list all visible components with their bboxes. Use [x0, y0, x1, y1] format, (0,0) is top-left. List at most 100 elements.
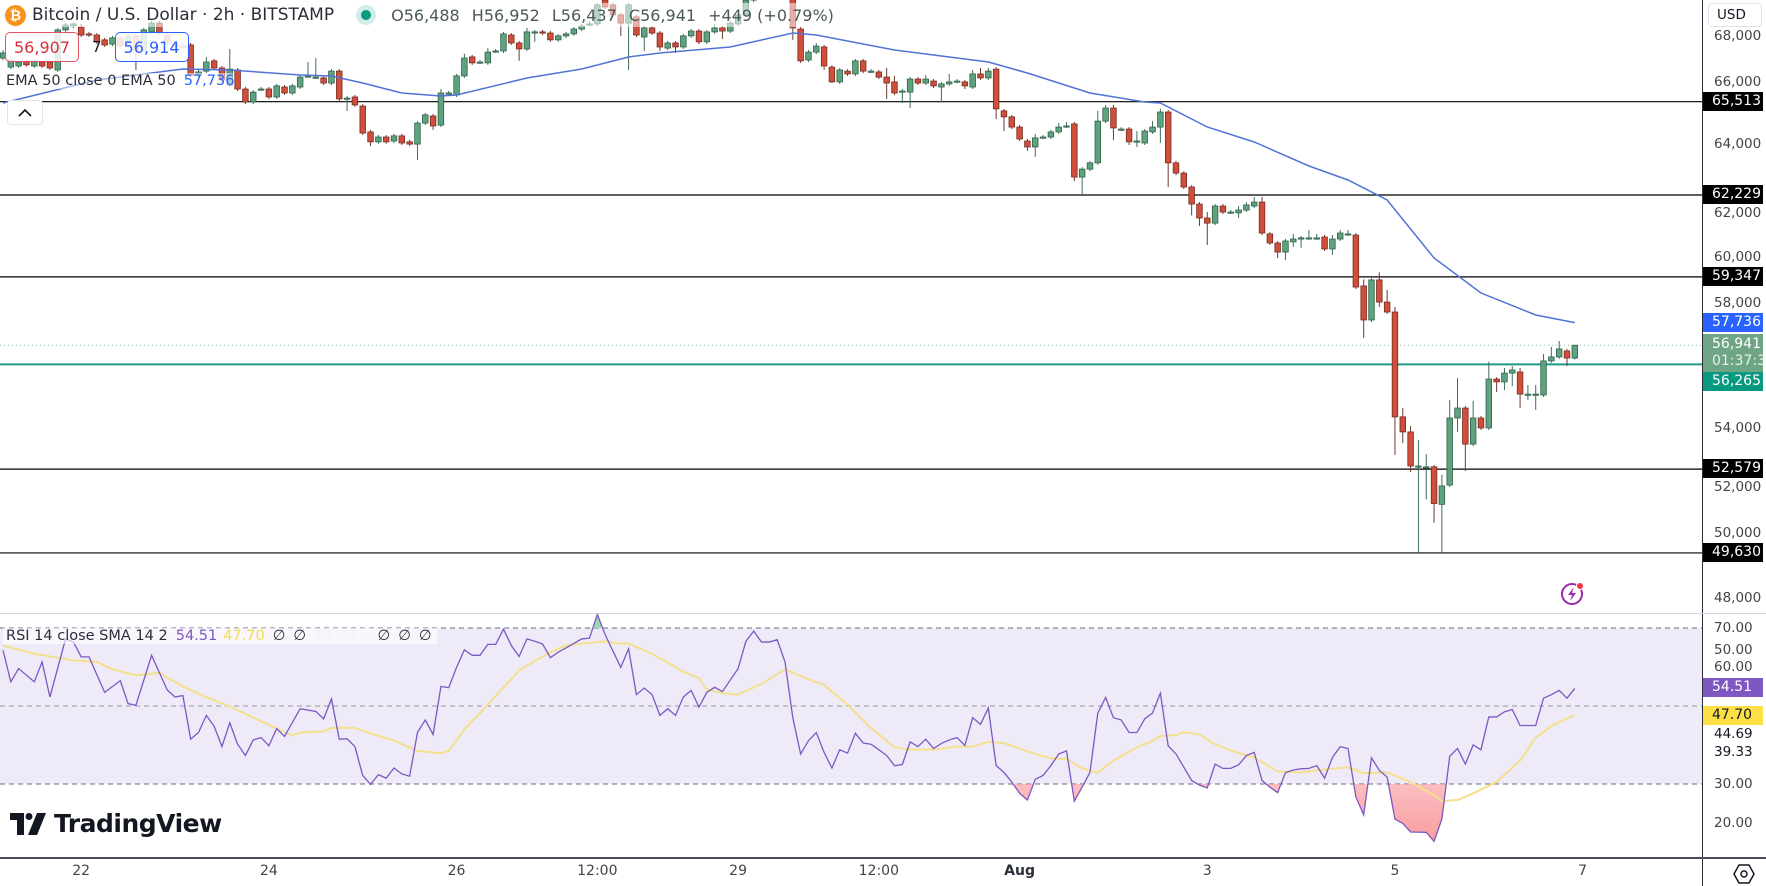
candle[interactable] [429, 114, 437, 130]
candle[interactable] [969, 69, 976, 90]
symbol-title[interactable]: Bitcoin / U.S. Dollar · 2h · BITSTAMP [32, 5, 335, 25]
candle[interactable] [1118, 127, 1125, 132]
candle[interactable] [1164, 110, 1172, 188]
candle[interactable] [547, 31, 554, 42]
candle[interactable] [703, 29, 710, 45]
candle[interactable] [1407, 425, 1414, 472]
candle[interactable] [1391, 306, 1399, 455]
candle[interactable] [406, 139, 413, 146]
candle[interactable] [382, 135, 390, 144]
hexagon-gear-icon[interactable] [1733, 864, 1755, 884]
candle[interactable] [1493, 377, 1500, 393]
candle[interactable] [1376, 272, 1383, 307]
candle[interactable] [1540, 354, 1547, 397]
candle[interactable] [1430, 464, 1438, 523]
candle[interactable] [1313, 233, 1320, 240]
candle[interactable] [875, 69, 883, 80]
candle[interactable] [852, 58, 859, 76]
candle[interactable] [1125, 127, 1133, 145]
candle[interactable] [375, 135, 382, 144]
candle[interactable] [813, 42, 820, 55]
rsi-pane[interactable] [0, 614, 1702, 843]
candle[interactable] [750, 0, 757, 3]
candle[interactable] [101, 37, 108, 47]
tradingview-logo[interactable]: TradingView [10, 809, 222, 838]
candle[interactable] [476, 60, 484, 65]
candle[interactable] [1571, 344, 1579, 360]
candle[interactable] [906, 77, 914, 109]
candle[interactable] [992, 67, 1000, 120]
candle[interactable] [210, 58, 218, 70]
candle[interactable] [1548, 346, 1555, 363]
candle[interactable] [187, 42, 194, 78]
candle[interactable] [977, 67, 984, 80]
candle[interactable] [1352, 233, 1360, 290]
candle[interactable] [1086, 161, 1094, 172]
candle[interactable] [1032, 133, 1039, 157]
candle[interactable] [85, 31, 93, 38]
candle[interactable] [641, 25, 648, 51]
candle[interactable] [1485, 361, 1492, 430]
candle[interactable] [914, 77, 922, 86]
candle[interactable] [1266, 231, 1274, 245]
price-pane[interactable] [0, 0, 1702, 554]
candle[interactable] [1297, 235, 1305, 248]
candle[interactable] [539, 29, 546, 36]
candle[interactable] [1509, 365, 1516, 387]
candle[interactable] [1368, 278, 1375, 322]
candle[interactable] [883, 67, 890, 99]
candle[interactable] [1211, 204, 1219, 226]
candle[interactable] [468, 54, 476, 65]
candle[interactable] [265, 87, 273, 99]
candle[interactable] [1438, 474, 1446, 553]
buy-button[interactable]: 56,914 [114, 32, 189, 62]
candle[interactable] [1329, 235, 1336, 255]
candle[interactable] [320, 75, 327, 86]
candle[interactable] [461, 53, 468, 78]
candle[interactable] [867, 69, 875, 74]
candle[interactable] [985, 67, 992, 80]
ema-50-line[interactable] [2, 32, 1575, 324]
candle[interactable] [1243, 202, 1250, 213]
candle[interactable] [820, 44, 828, 70]
candle[interactable] [1524, 385, 1532, 401]
candle[interactable] [1337, 229, 1344, 241]
candle[interactable] [961, 79, 969, 90]
candle[interactable] [1501, 367, 1508, 391]
candle[interactable] [242, 87, 249, 105]
candle[interactable] [1133, 131, 1141, 147]
candle[interactable] [797, 27, 804, 63]
candle[interactable] [1305, 229, 1313, 240]
candle[interactable] [1110, 104, 1117, 140]
candle[interactable] [296, 75, 304, 90]
candle[interactable] [390, 133, 398, 143]
candle[interactable] [1180, 171, 1188, 190]
candle[interactable] [1016, 125, 1023, 141]
candle[interactable] [648, 25, 656, 36]
candle[interactable] [422, 112, 429, 126]
candle[interactable] [359, 104, 366, 136]
collapse-legend-button[interactable] [7, 100, 43, 125]
rsi-line[interactable] [2, 614, 1576, 843]
sell-button[interactable]: 56,907 [5, 32, 79, 62]
candle[interactable] [1008, 114, 1015, 130]
candle[interactable] [1563, 348, 1571, 366]
candle[interactable] [281, 85, 288, 95]
candle[interactable] [1149, 121, 1156, 134]
candle[interactable] [257, 87, 265, 91]
candle[interactable] [445, 90, 452, 95]
candle[interactable] [1000, 108, 1008, 132]
candle[interactable] [1039, 135, 1047, 140]
candle[interactable] [1399, 408, 1406, 443]
candle[interactable] [656, 31, 664, 51]
candle[interactable] [664, 40, 671, 51]
candle[interactable] [336, 69, 343, 101]
candle[interactable] [1047, 129, 1055, 140]
candle[interactable] [1344, 229, 1352, 236]
candle[interactable] [1055, 123, 1062, 134]
candle[interactable] [1063, 121, 1070, 128]
candle[interactable] [719, 25, 726, 40]
candle[interactable] [836, 67, 843, 84]
candle[interactable] [1415, 440, 1422, 553]
candle[interactable] [1188, 185, 1195, 216]
